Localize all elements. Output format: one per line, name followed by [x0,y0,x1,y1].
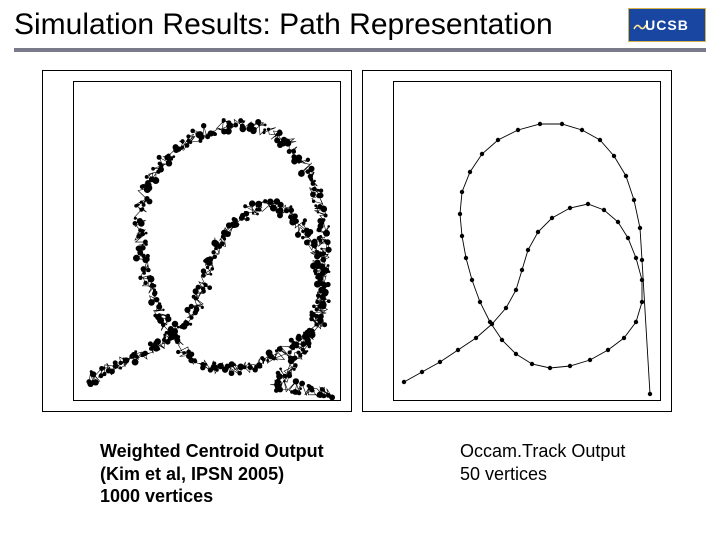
logo-text: UCSB [645,17,689,33]
left-caption: Weighted Centroid Output (Kim et al, IPS… [100,440,324,508]
left-caption-line3: 1000 vertices [100,485,324,508]
right-caption: Occam.Track Output 50 vertices [460,440,625,485]
left-caption-line1: Weighted Centroid Output [100,440,324,463]
title-underline [14,48,706,52]
right-plot-frame [393,81,661,401]
wave-icon [633,19,647,33]
right-caption-line2: 50 vertices [460,463,625,486]
right-caption-line1: Occam.Track Output [460,440,625,463]
left-plot-frame [73,81,341,401]
left-plot [74,82,342,402]
left-panel [42,70,352,412]
right-panel [362,70,672,412]
panels-row [42,70,672,412]
left-caption-line2: (Kim et al, IPSN 2005) [100,463,324,486]
slide-title: Simulation Results: Path Representation [14,8,553,42]
right-plot [394,82,662,402]
ucsb-logo: UCSB [628,8,706,42]
